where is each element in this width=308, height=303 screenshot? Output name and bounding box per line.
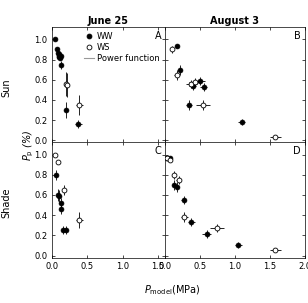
Legend: WW, WS, Power function: WW, WS, Power function [83, 32, 160, 64]
Text: Shade: Shade [2, 188, 11, 218]
Text: Sun: Sun [2, 78, 11, 97]
Text: $P_{\rm model}$(MPa): $P_{\rm model}$(MPa) [144, 283, 201, 297]
Title: August 3: August 3 [210, 16, 259, 26]
Text: C: C [155, 146, 161, 156]
Title: June 25: June 25 [88, 16, 129, 26]
Text: A: A [155, 31, 161, 41]
Text: $P_{\rm p}$ (%): $P_{\rm p}$ (%) [22, 130, 36, 161]
Text: D: D [293, 146, 301, 156]
Text: B: B [294, 31, 301, 41]
